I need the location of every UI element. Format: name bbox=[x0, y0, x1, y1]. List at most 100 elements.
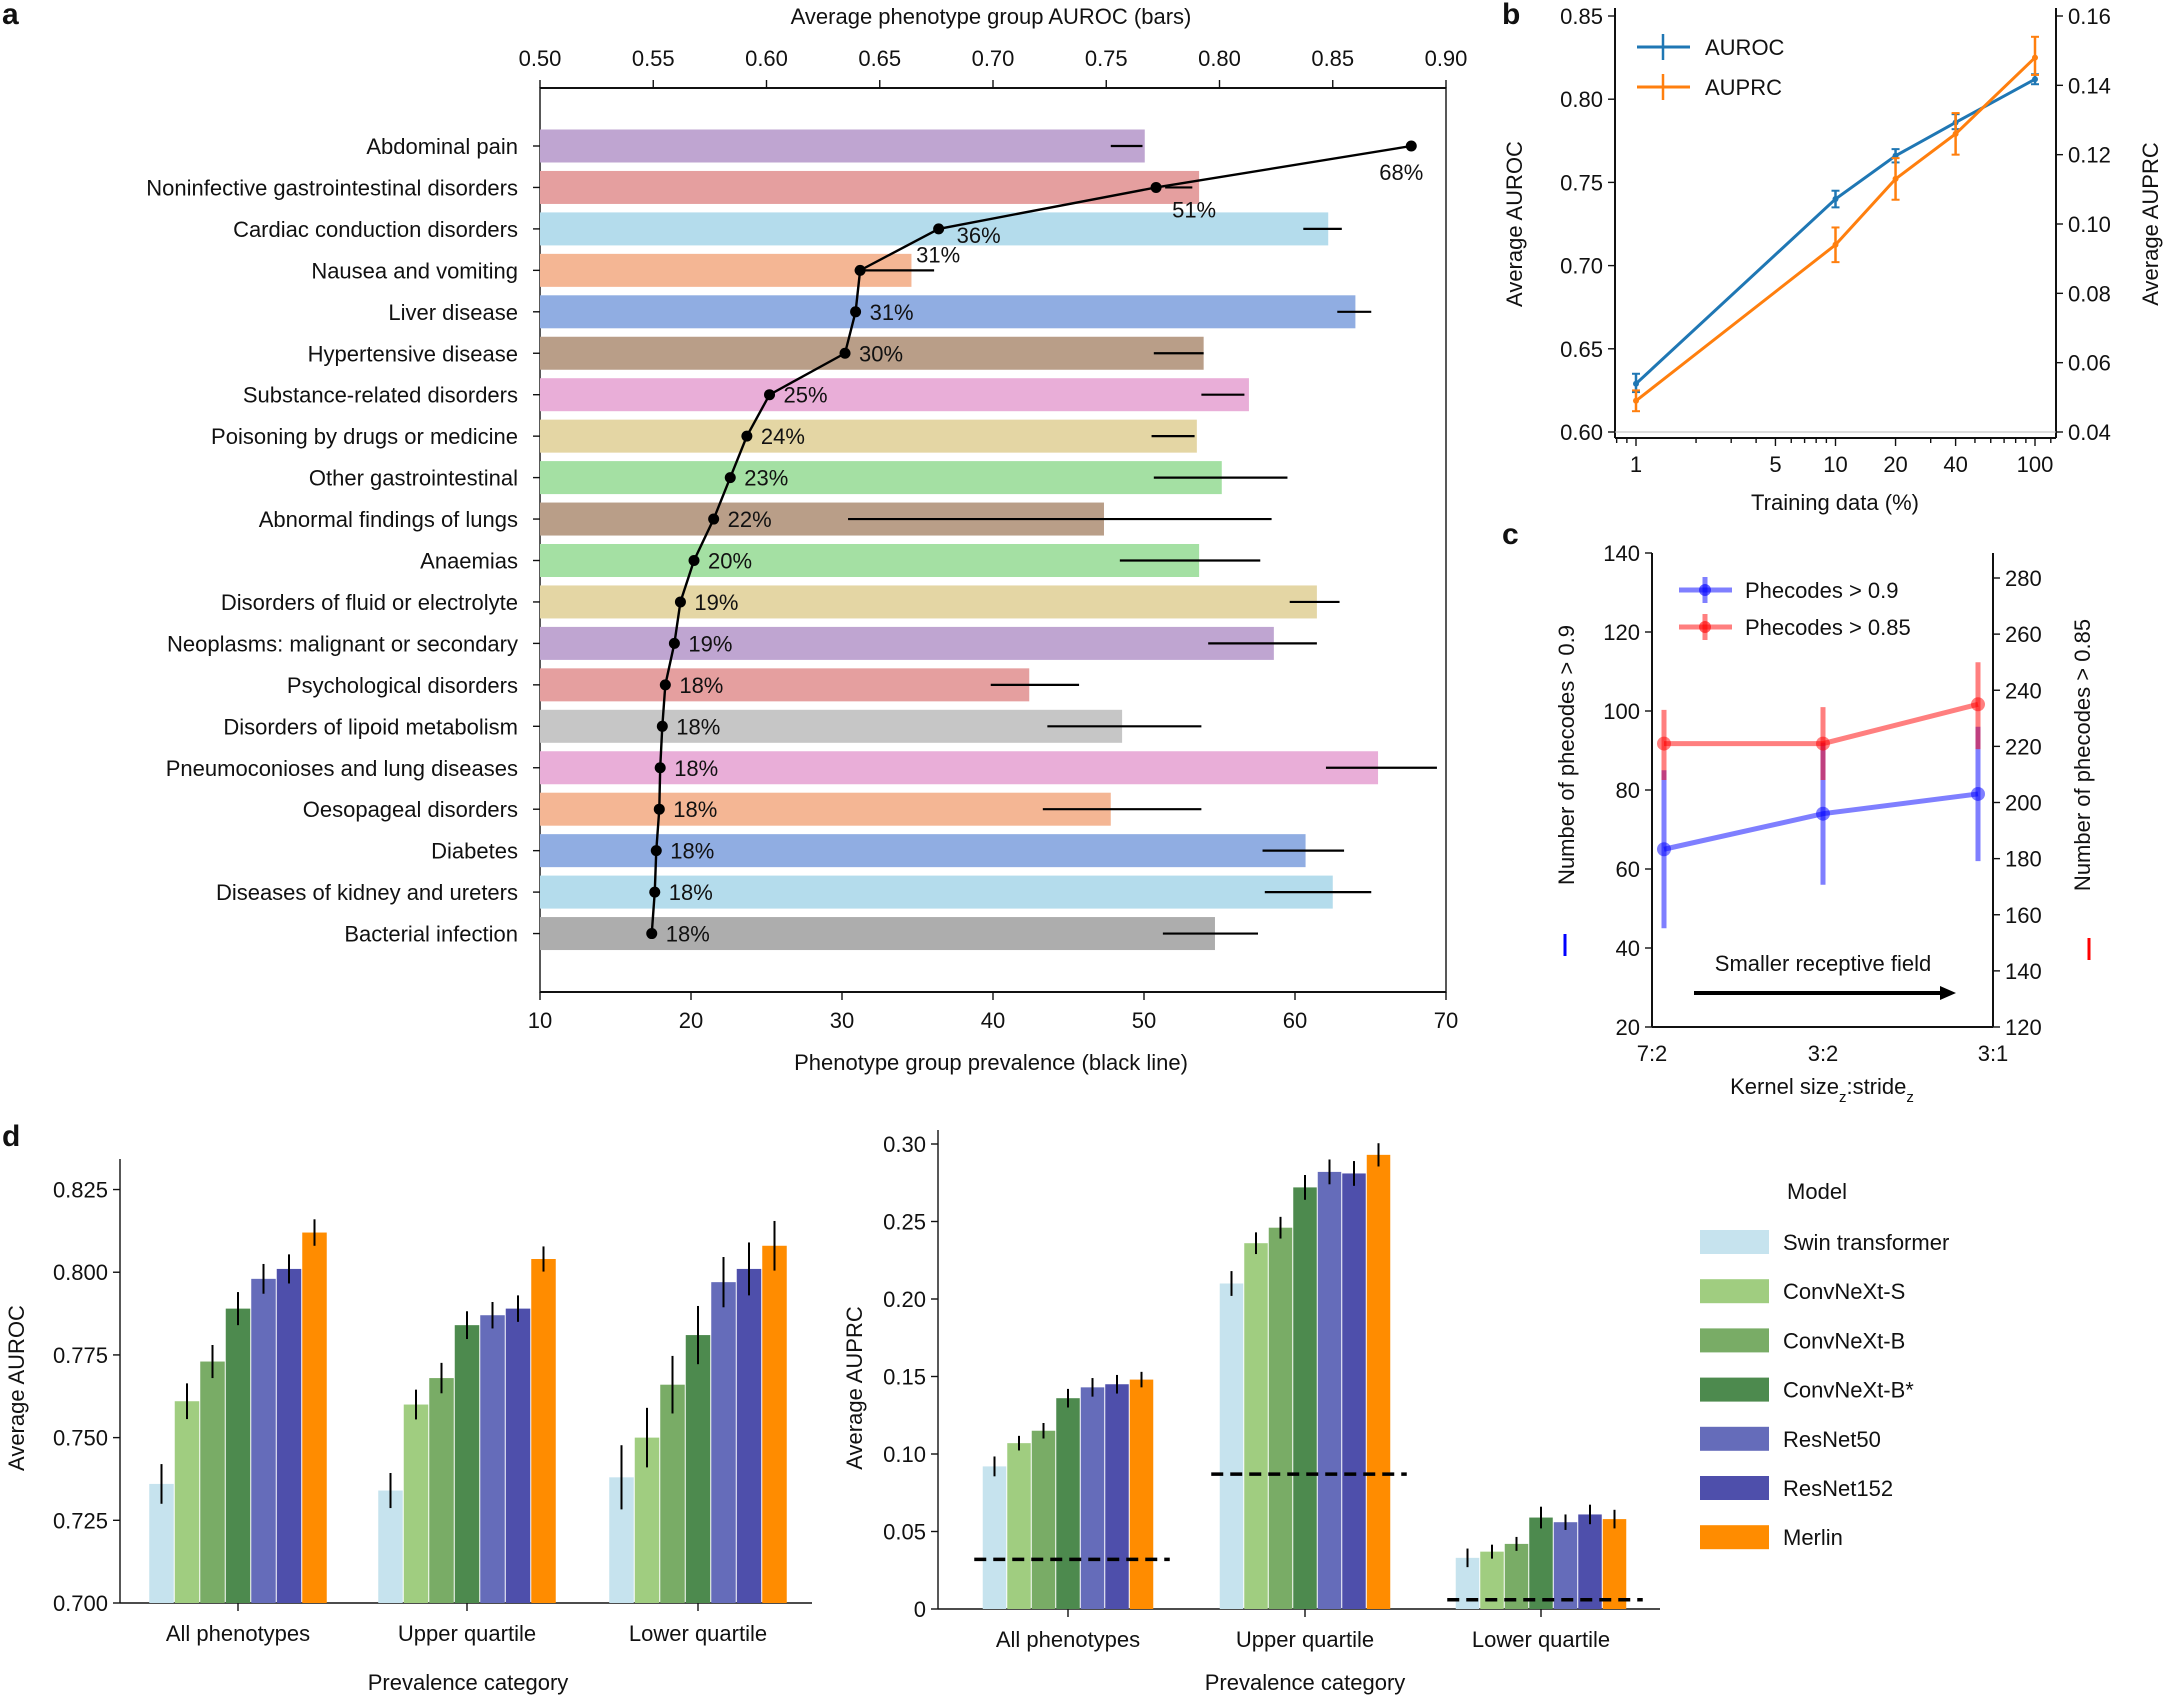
prevalence-point bbox=[650, 845, 662, 857]
data-point bbox=[1657, 736, 1671, 751]
y-tick-label: 0.10 bbox=[883, 1442, 926, 1467]
panel-c-y2label: Number of phecodes > 0.85 bbox=[2070, 619, 2095, 891]
legend-marker bbox=[1699, 621, 1711, 633]
prevalence-label: 36% bbox=[957, 223, 1001, 248]
auroc-bar bbox=[540, 295, 1356, 329]
y2-tick-label: 200 bbox=[2005, 791, 2042, 816]
y-tick-label: 40 bbox=[1616, 936, 1640, 961]
category-label: Noninfective gastrointestinal disorders bbox=[146, 175, 518, 200]
panel-letter-c: c bbox=[1502, 518, 1519, 551]
y-tick-label: 0 bbox=[914, 1597, 926, 1622]
prevalence-point bbox=[668, 637, 680, 649]
bar-convnext-b bbox=[1268, 1227, 1293, 1609]
panel-d-auroc-xlabel: Prevalence category bbox=[368, 1670, 569, 1695]
data-point bbox=[1952, 130, 1959, 137]
x-tick-label: Upper quartile bbox=[1236, 1627, 1374, 1652]
top-x-tick-label: 0.60 bbox=[745, 46, 788, 71]
y-tick-label: 0.05 bbox=[883, 1520, 926, 1545]
legend-swatch bbox=[1700, 1377, 1769, 1402]
x-tick-label: 100 bbox=[2017, 452, 2054, 477]
y2-tick-label: 0.04 bbox=[2068, 420, 2111, 445]
category-label: Poisoning by drugs or medicine bbox=[211, 424, 518, 449]
legend-label: Swin transformer bbox=[1783, 1230, 1949, 1255]
panel-b-ylabel: Average AUROC bbox=[1502, 141, 1527, 307]
panel-d-auprc-xlabel: Prevalence category bbox=[1205, 1670, 1406, 1695]
panel-a-chart: Average phenotype group AUROC (bars) Phe… bbox=[146, 4, 1467, 1075]
y-tick-label: 20 bbox=[1616, 1015, 1640, 1040]
y-tick-label: 0.85 bbox=[1560, 4, 1603, 29]
prevalence-point bbox=[850, 306, 862, 318]
x-tick-label: 10 bbox=[1823, 452, 1847, 477]
category-label: Pneumoconioses and lung diseases bbox=[166, 756, 518, 781]
x-tick-label: 20 bbox=[1883, 452, 1907, 477]
y2-tick-label: 0.08 bbox=[2068, 281, 2111, 306]
y-tick-label: 0.75 bbox=[1560, 170, 1603, 195]
prevalence-label: 51% bbox=[1172, 197, 1216, 222]
prevalence-label: 18% bbox=[670, 839, 714, 864]
bar-resnet152 bbox=[1105, 1384, 1129, 1609]
legend-title: Model bbox=[1787, 1179, 1847, 1204]
x-tick-label: 1 bbox=[1630, 452, 1642, 477]
legend-label: ResNet152 bbox=[1783, 1476, 1893, 1501]
top-x-tick-label: 0.90 bbox=[1425, 46, 1468, 71]
prevalence-point bbox=[649, 886, 661, 898]
prevalence-point bbox=[1405, 140, 1417, 152]
prevalence-label: 18% bbox=[666, 922, 710, 947]
auroc-bar bbox=[540, 253, 912, 287]
bar-resnet152 bbox=[1578, 1514, 1602, 1609]
y2-tick-label: 0.16 bbox=[2068, 4, 2111, 29]
y2-tick-label: 120 bbox=[2005, 1015, 2042, 1040]
prevalence-label: 22% bbox=[728, 507, 772, 532]
y2-tick-label: 220 bbox=[2005, 734, 2042, 759]
data-point bbox=[1971, 786, 1985, 801]
x-tick-label: 5 bbox=[1769, 452, 1781, 477]
auroc-bar bbox=[540, 544, 1200, 577]
y-tick-label: 0.70 bbox=[1560, 254, 1603, 279]
auroc-bar bbox=[540, 419, 1197, 453]
category-label: Liver disease bbox=[388, 300, 518, 325]
bar-resnet50 bbox=[251, 1278, 276, 1603]
x-tick-label: All phenotypes bbox=[166, 1621, 310, 1646]
prevalence-label: 18% bbox=[676, 714, 720, 739]
prevalence-point bbox=[724, 472, 736, 484]
y-tick-label: 0.80 bbox=[1560, 87, 1603, 112]
data-point bbox=[1971, 697, 1985, 712]
panel-b-chart: Training data (%) Average AUROC Average … bbox=[1502, 4, 2163, 515]
prevalence-label: 68% bbox=[1379, 160, 1423, 185]
y2-tick-label: 260 bbox=[2005, 622, 2042, 647]
y2-tick-label: 180 bbox=[2005, 847, 2042, 872]
auroc-bar bbox=[540, 626, 1274, 660]
bar-convnext-b bbox=[429, 1378, 454, 1603]
top-x-tick-label: 0.70 bbox=[972, 46, 1015, 71]
bar-resnet152 bbox=[276, 1268, 302, 1603]
category-label: Substance-related disorders bbox=[243, 383, 518, 408]
y-tick-label: 0.750 bbox=[53, 1426, 108, 1451]
y-tick-label: 0.800 bbox=[53, 1260, 108, 1285]
y2-tick-label: 240 bbox=[2005, 678, 2042, 703]
y-tick-label: 0.825 bbox=[53, 1178, 108, 1203]
bottom-x-tick-label: 70 bbox=[1434, 1008, 1458, 1033]
data-point bbox=[1657, 842, 1671, 857]
y-tick-label: 0.15 bbox=[883, 1365, 926, 1390]
legend-label: ConvNeXt-S bbox=[1783, 1279, 1905, 1304]
x-tick-label: 40 bbox=[1943, 452, 1967, 477]
prevalence-point bbox=[653, 803, 665, 815]
data-point bbox=[1832, 241, 1839, 248]
prevalence-point bbox=[646, 928, 658, 940]
prevalence-point bbox=[741, 430, 753, 442]
panel-b-y2label: Average AUPRC bbox=[2138, 142, 2163, 306]
auroc-bar bbox=[540, 668, 1030, 702]
bar-resnet152 bbox=[1342, 1173, 1366, 1609]
y-tick-label: 60 bbox=[1616, 857, 1640, 882]
data-point bbox=[1816, 736, 1830, 751]
category-label: Neoplasms: malignant or secondary bbox=[167, 631, 518, 656]
top-x-tick-label: 0.50 bbox=[519, 46, 562, 71]
prevalence-point bbox=[654, 762, 666, 774]
panel-c-xlabel: Kernel sizez:stridez bbox=[1730, 1074, 1914, 1106]
category-label: Diseases of kidney and ureters bbox=[216, 880, 518, 905]
legend-label: Merlin bbox=[1783, 1525, 1843, 1550]
bar-convnext-b bbox=[1031, 1430, 1056, 1609]
category-label: Bacterial infection bbox=[344, 922, 518, 947]
bar-convnext-s bbox=[1480, 1551, 1504, 1609]
